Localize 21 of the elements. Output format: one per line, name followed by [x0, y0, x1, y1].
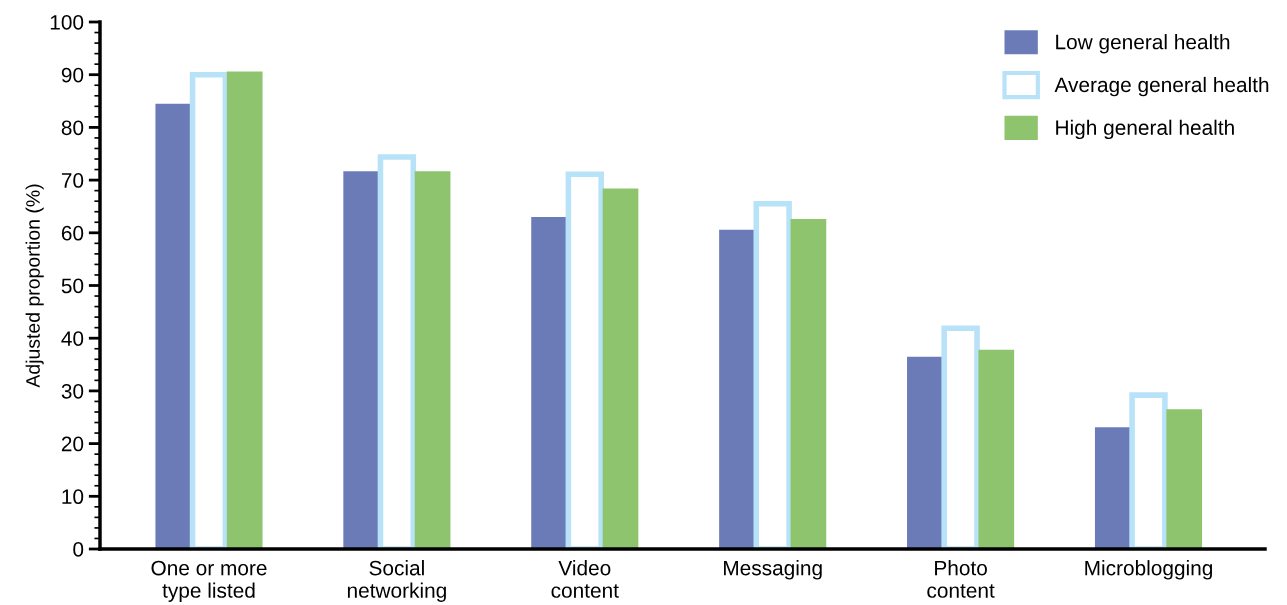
legend-label: Average general health: [1054, 76, 1269, 97]
y-tick-label: 100: [50, 15, 84, 30]
x-tick-label: Video content: [551, 560, 619, 598]
x-tick-label: Messaging: [724, 560, 822, 580]
y-tick-label: 0: [73, 542, 84, 557]
y-axis-title: Adjusted proportion (%): [25, 184, 44, 388]
x-tick-label: Social networking: [347, 560, 446, 602]
y-tick-label: 30: [61, 383, 84, 399]
y-tick-label: 40: [61, 331, 84, 346]
x-tick-label: One or more type listed: [151, 560, 267, 602]
y-tick-label: 70: [61, 173, 84, 188]
legend-label: High general health: [1056, 119, 1234, 140]
y-tick-label: 50: [61, 278, 84, 294]
y-tick-label: 20: [61, 436, 84, 452]
y-tick-label: 90: [61, 67, 84, 83]
x-tick-label: Microblogging: [1085, 560, 1213, 580]
y-tick-label: 60: [61, 225, 84, 241]
x-tick-label: Photo content: [927, 560, 995, 598]
y-tick-label: 80: [61, 120, 84, 136]
legend-label: Low general health: [1056, 34, 1230, 54]
y-tick-label: 10: [62, 489, 84, 505]
